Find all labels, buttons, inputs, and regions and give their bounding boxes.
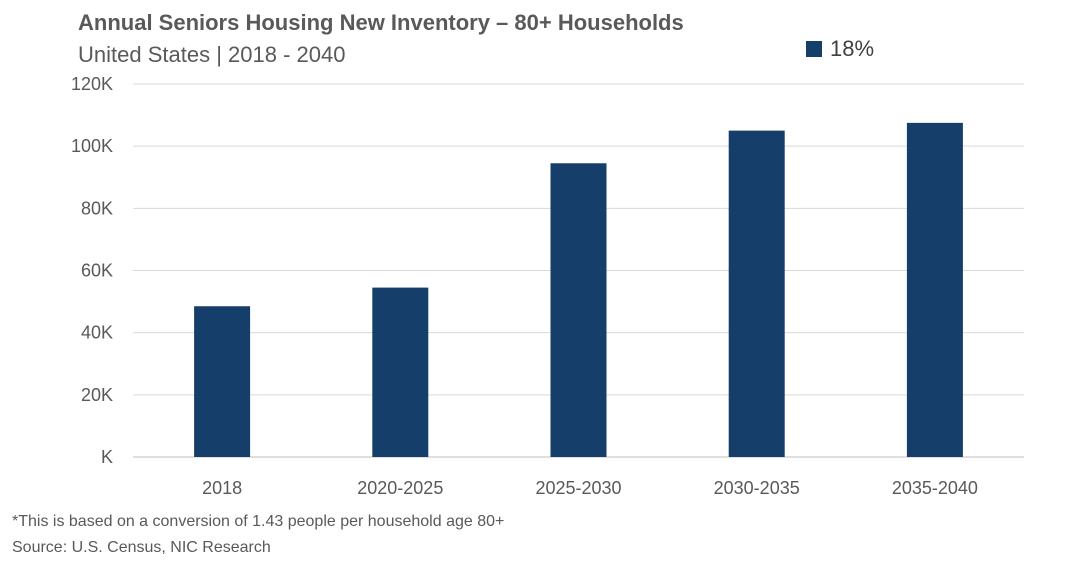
bar-2018 xyxy=(194,306,251,457)
legend-label: 18% xyxy=(830,36,875,61)
y-tick-label: 20K xyxy=(81,385,113,405)
legend-swatch xyxy=(806,41,822,57)
y-tick-label: 120K xyxy=(71,74,113,94)
chart-subtitle: United States | 2018 - 2040 xyxy=(78,42,346,67)
bar-2035-2040 xyxy=(906,122,963,458)
footnote: *This is based on a conversion of 1.43 p… xyxy=(12,513,505,530)
y-tick-label: 60K xyxy=(81,261,113,281)
y-tick-label: 40K xyxy=(81,323,113,343)
x-tick-label: 2025-2030 xyxy=(535,478,621,498)
y-tick-label: 100K xyxy=(71,136,113,156)
y-tick-label: 80K xyxy=(81,198,113,218)
x-tick-label: 2018 xyxy=(202,478,242,498)
source-note: Source: U.S. Census, NIC Research xyxy=(12,539,271,556)
chart-title: Annual Seniors Housing New Inventory – 8… xyxy=(78,10,684,35)
x-tick-label: 2030-2035 xyxy=(714,478,800,498)
x-tick-label: 2035-2040 xyxy=(892,478,978,498)
x-tick-label: 2020-2025 xyxy=(357,478,443,498)
y-tick-label: K xyxy=(101,447,113,467)
bar-2030-2035 xyxy=(728,130,785,457)
legend: 18% xyxy=(806,36,874,62)
bar-2025-2030 xyxy=(550,163,607,457)
bar-2020-2025 xyxy=(372,287,429,457)
